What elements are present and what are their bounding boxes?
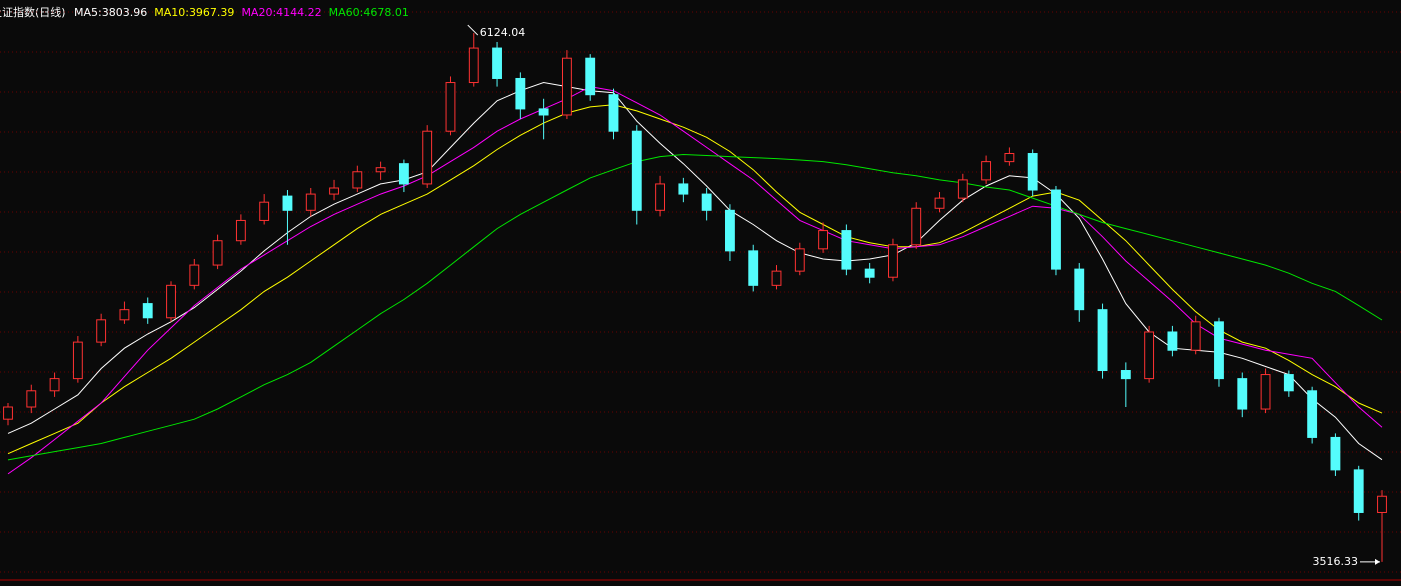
candle-body (3, 406, 13, 420)
candle-body (1353, 469, 1364, 513)
candle-body (1283, 374, 1294, 392)
candle-body (329, 187, 339, 195)
candle-body (538, 108, 549, 116)
candle-body (1004, 153, 1015, 163)
candle-body (1074, 268, 1085, 311)
candle-body (1027, 153, 1038, 191)
ma-line (7, 153, 1383, 461)
candle-body (957, 179, 968, 199)
candle-body (305, 193, 316, 211)
candle-body (561, 57, 572, 116)
candle-body (1097, 309, 1108, 372)
candle-body (1330, 436, 1341, 471)
candle-body (445, 82, 456, 132)
candle-body (96, 319, 107, 343)
candle-body (72, 341, 83, 380)
candle-body (1260, 374, 1271, 410)
candle-body (1214, 321, 1224, 380)
candle-body (1237, 378, 1248, 410)
candle-body (515, 77, 526, 110)
candle-body (212, 240, 223, 266)
candle-body (864, 268, 875, 278)
candle-body (608, 94, 619, 132)
candle-body (1377, 495, 1387, 513)
ma-line (7, 104, 1383, 455)
candle-body (1307, 390, 1318, 438)
candle-body (888, 244, 898, 278)
candle-body (794, 248, 805, 272)
candle-body (631, 130, 642, 211)
candle-body (26, 390, 37, 408)
candle-body (678, 183, 689, 195)
legend-entry: MA10:3967.39 (154, 6, 234, 19)
candle-body (282, 195, 293, 211)
candle-body (981, 161, 992, 181)
candle-body (352, 171, 363, 189)
candle-body (585, 57, 596, 96)
candle-body (655, 183, 665, 211)
ma-line (7, 86, 1383, 475)
candle-body (1167, 331, 1178, 351)
candle-body (422, 130, 433, 185)
candle-body (1120, 370, 1131, 380)
high-arrow (467, 24, 479, 36)
candle-body (235, 219, 246, 242)
candle-body (771, 270, 782, 286)
low-label: 3516.33 (1313, 555, 1359, 568)
candle-body (468, 47, 479, 84)
candle-body (748, 250, 759, 286)
candle-body (189, 264, 200, 286)
candle-body (142, 303, 153, 319)
legend-entry: MA20:4144.22 (241, 6, 321, 19)
candle-body (119, 309, 130, 321)
candle-body (911, 207, 922, 246)
candle-body (1051, 189, 1061, 270)
candle-body (934, 197, 945, 209)
high-label: 6124.04 (480, 26, 525, 39)
candle-body (1190, 321, 1201, 351)
candle-body (259, 201, 270, 221)
candle-body (398, 163, 409, 185)
candle-body (49, 378, 60, 392)
candle-body (701, 193, 712, 211)
candle-body (725, 209, 735, 252)
candle-body (166, 284, 176, 319)
candle-body (818, 230, 829, 250)
candle-body (375, 167, 386, 173)
low-arrow-head (1375, 558, 1380, 565)
candle-body (841, 230, 852, 270)
legend-entry: MA5:3803.96 (74, 6, 147, 19)
candle-body (1144, 331, 1155, 380)
legend-entry: MA60:4678.01 (329, 6, 409, 19)
candle-body (492, 47, 502, 79)
